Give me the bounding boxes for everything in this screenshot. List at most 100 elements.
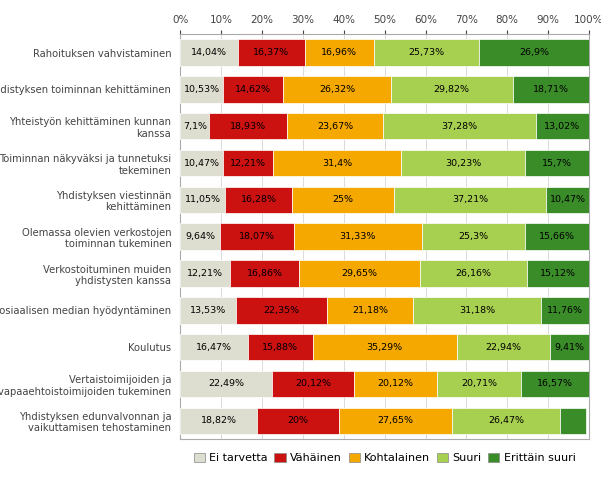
Text: 20,12%: 20,12%: [295, 380, 331, 388]
Bar: [513, 76, 589, 102]
Text: 22,49%: 22,49%: [209, 380, 244, 388]
Text: 13,53%: 13,53%: [190, 306, 226, 315]
Bar: [339, 407, 452, 434]
Bar: [237, 40, 305, 66]
Bar: [180, 113, 209, 140]
Bar: [180, 371, 272, 397]
Text: 26,16%: 26,16%: [456, 269, 492, 278]
Bar: [525, 150, 589, 176]
Bar: [305, 40, 374, 66]
Bar: [180, 150, 223, 176]
Text: 16,57%: 16,57%: [537, 380, 573, 388]
Text: 31,33%: 31,33%: [340, 232, 376, 241]
Text: 12,21%: 12,21%: [230, 159, 266, 167]
Text: 18,07%: 18,07%: [239, 232, 275, 241]
Bar: [546, 186, 589, 213]
Bar: [437, 371, 521, 397]
Text: 37,28%: 37,28%: [442, 122, 478, 131]
Text: 12,21%: 12,21%: [188, 269, 223, 278]
Text: 21,18%: 21,18%: [352, 306, 388, 315]
Text: 16,47%: 16,47%: [196, 343, 232, 352]
Text: 9,41%: 9,41%: [555, 343, 585, 352]
Bar: [420, 260, 527, 287]
Text: 29,65%: 29,65%: [342, 269, 377, 278]
Bar: [383, 113, 535, 140]
Bar: [313, 334, 457, 361]
Bar: [272, 371, 355, 397]
Text: 18,93%: 18,93%: [230, 122, 266, 131]
Bar: [479, 40, 589, 66]
Bar: [180, 186, 225, 213]
Bar: [452, 407, 560, 434]
Text: 13,02%: 13,02%: [545, 122, 581, 131]
Legend: Ei tarvetta, Vähäinen, Kohtalainen, Suuri, Erittäin suuri: Ei tarvetta, Vähäinen, Kohtalainen, Suur…: [194, 453, 576, 463]
Bar: [220, 224, 293, 250]
Text: 16,37%: 16,37%: [253, 48, 289, 57]
Bar: [273, 150, 401, 176]
Bar: [521, 371, 589, 397]
Text: 18,71%: 18,71%: [532, 85, 569, 94]
Text: 31,18%: 31,18%: [459, 306, 495, 315]
Text: 15,88%: 15,88%: [262, 343, 298, 352]
Text: 29,82%: 29,82%: [433, 85, 469, 94]
Bar: [180, 407, 257, 434]
Text: 15,7%: 15,7%: [542, 159, 572, 167]
Bar: [541, 297, 589, 324]
Text: 18,82%: 18,82%: [201, 416, 237, 425]
Bar: [248, 334, 313, 361]
Text: 20%: 20%: [288, 416, 308, 425]
Bar: [391, 76, 513, 102]
Text: 26,32%: 26,32%: [319, 85, 355, 94]
Bar: [401, 150, 525, 176]
Text: 15,12%: 15,12%: [540, 269, 576, 278]
Text: 16,86%: 16,86%: [246, 269, 282, 278]
Bar: [283, 76, 391, 102]
Text: 10,47%: 10,47%: [184, 159, 220, 167]
Text: 37,21%: 37,21%: [452, 195, 488, 204]
Bar: [299, 260, 420, 287]
Text: 26,47%: 26,47%: [488, 416, 524, 425]
Bar: [180, 76, 224, 102]
Bar: [374, 40, 479, 66]
Text: 11,05%: 11,05%: [185, 195, 221, 204]
Bar: [224, 76, 283, 102]
Bar: [551, 334, 589, 361]
Bar: [293, 224, 421, 250]
Text: 10,47%: 10,47%: [550, 195, 585, 204]
Text: 25,73%: 25,73%: [409, 48, 445, 57]
Bar: [230, 260, 299, 287]
Text: 23,67%: 23,67%: [317, 122, 353, 131]
Text: 22,94%: 22,94%: [486, 343, 522, 352]
Text: 30,23%: 30,23%: [445, 159, 481, 167]
Bar: [394, 186, 546, 213]
Text: 22,35%: 22,35%: [263, 306, 299, 315]
Bar: [421, 224, 525, 250]
Text: 14,04%: 14,04%: [191, 48, 227, 57]
Bar: [292, 186, 394, 213]
Bar: [287, 113, 383, 140]
Bar: [535, 113, 589, 140]
Text: 9,64%: 9,64%: [185, 232, 215, 241]
Bar: [180, 224, 220, 250]
Bar: [209, 113, 287, 140]
Text: 16,96%: 16,96%: [322, 48, 357, 57]
Bar: [560, 407, 585, 434]
Bar: [413, 297, 541, 324]
Bar: [327, 297, 413, 324]
Text: 31,4%: 31,4%: [322, 159, 352, 167]
Bar: [236, 297, 327, 324]
Bar: [180, 297, 236, 324]
Bar: [527, 260, 589, 287]
Text: 25%: 25%: [332, 195, 353, 204]
Bar: [180, 260, 230, 287]
Text: 16,28%: 16,28%: [241, 195, 276, 204]
Text: 20,12%: 20,12%: [377, 380, 413, 388]
Bar: [225, 186, 292, 213]
Text: 15,66%: 15,66%: [539, 232, 575, 241]
Text: 35,29%: 35,29%: [367, 343, 403, 352]
Bar: [457, 334, 551, 361]
Bar: [257, 407, 339, 434]
Bar: [355, 371, 437, 397]
Text: 20,71%: 20,71%: [461, 380, 497, 388]
Bar: [180, 334, 248, 361]
